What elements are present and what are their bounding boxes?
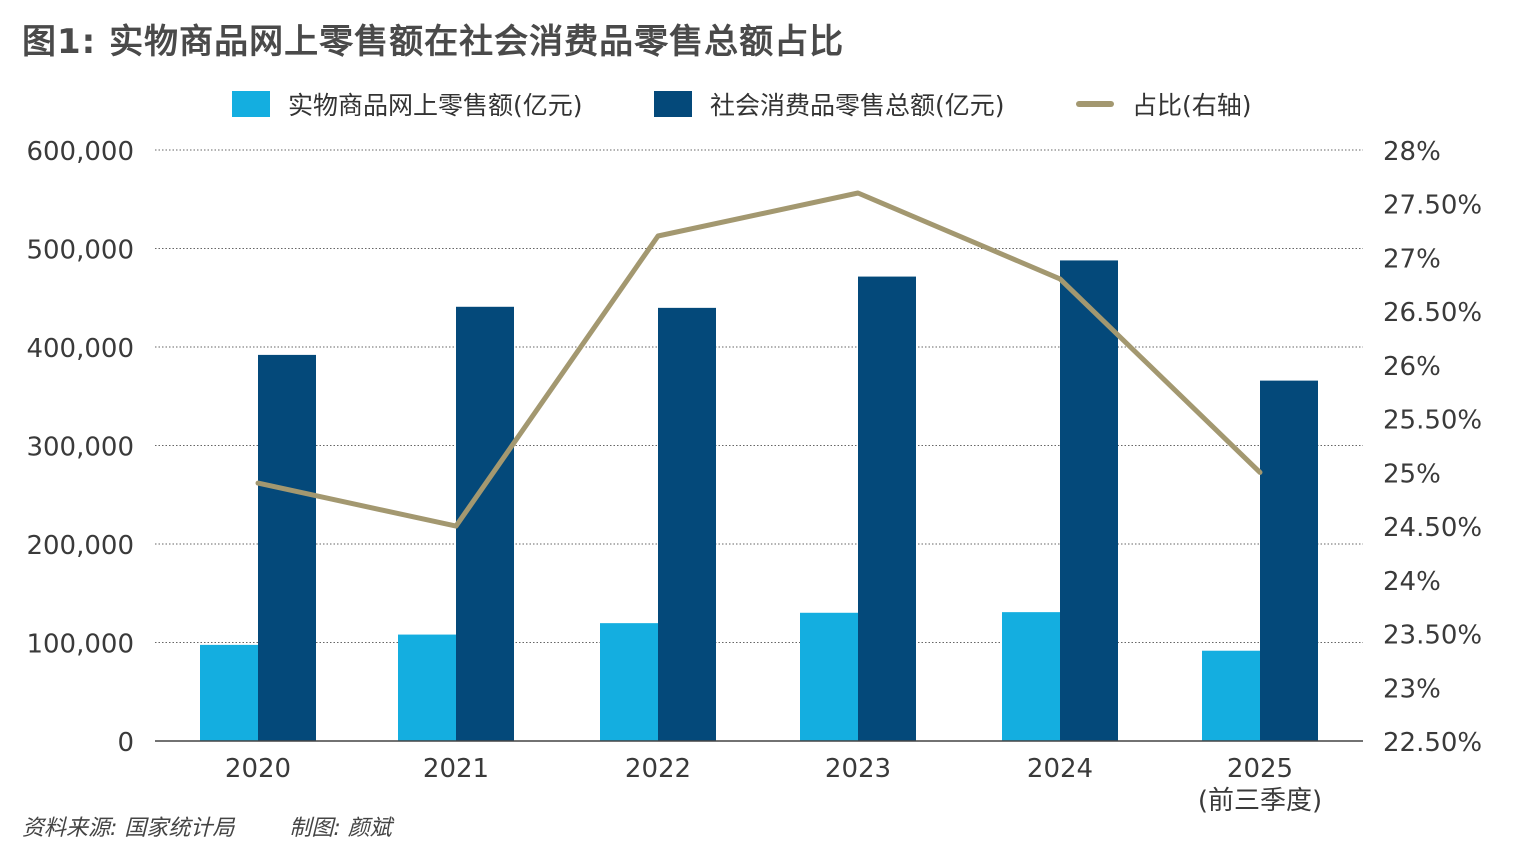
source-note: 资料来源: 国家统计局 — [22, 816, 235, 841]
legend-label-ratio: 占比(右轴) — [1132, 91, 1252, 120]
right-axis-tick-label: 26.50% — [1383, 298, 1482, 328]
legend-item-online: 实物商品网上零售额(亿元) — [232, 84, 583, 124]
left-axis-tick-label: 0 — [117, 728, 134, 758]
left-axis-tick-label: 500,000 — [26, 236, 134, 266]
bar-total — [1060, 260, 1118, 741]
right-axis-tick-label: 24.50% — [1383, 513, 1482, 543]
legend-item-total: 社会消费品零售总额(亿元) — [654, 84, 1005, 124]
right-axis-tick-label: 25% — [1383, 459, 1441, 489]
x-axis-tick-label: 2024 — [1027, 754, 1093, 784]
x-axis-tick-label: (前三季度) — [1198, 786, 1322, 816]
right-axis-tick-label: 22.50% — [1383, 728, 1482, 758]
right-axis-tick-label: 24% — [1383, 567, 1441, 597]
bar-online — [1002, 612, 1060, 741]
chart-legend: 实物商品网上零售额(亿元) 社会消费品零售总额(亿元) 占比(右轴) — [0, 84, 1513, 124]
left-axis-tick-label: 100,000 — [26, 630, 134, 660]
right-axis-tick-label: 23% — [1383, 674, 1441, 704]
right-axis-tick-label: 26% — [1383, 352, 1441, 382]
bar-online — [800, 612, 858, 741]
ratio-line — [255, 190, 1263, 529]
legend-swatch-total — [654, 91, 692, 117]
bar-total — [1260, 380, 1318, 741]
right-axis-tick-label: 23.50% — [1383, 621, 1482, 651]
x-axis-tick-label: 2025 — [1227, 754, 1293, 784]
left-axis-tick-label: 400,000 — [26, 334, 134, 364]
legend-line-ratio — [1076, 101, 1114, 107]
bar-online — [600, 623, 658, 741]
bar-online — [1202, 650, 1260, 741]
legend-label-online: 实物商品网上零售额(亿元) — [288, 91, 583, 120]
legend-label-total: 社会消费品零售总额(亿元) — [710, 91, 1005, 120]
chart-title: 图1: 实物商品网上零售额在社会消费品零售总额占比 — [22, 22, 845, 62]
x-axis-tick-label: 2020 — [225, 754, 291, 784]
bar-total — [658, 307, 716, 741]
bar-total — [456, 306, 514, 741]
bar-online — [398, 634, 456, 741]
right-axis-tick-label: 25.50% — [1383, 406, 1482, 436]
x-axis-tick-label: 2021 — [423, 754, 489, 784]
left-axis-tick-label: 600,000 — [26, 137, 134, 167]
legend-item-ratio: 占比(右轴) — [1076, 84, 1252, 124]
left-axis-tick-label: 200,000 — [26, 531, 134, 561]
x-axis-tick-label: 2023 — [825, 754, 891, 784]
legend-swatch-online — [232, 91, 270, 117]
chart-footer: 资料来源: 国家统计局 制图: 颜斌 — [22, 810, 440, 842]
right-axis-tick-label: 27% — [1383, 244, 1441, 274]
right-axis-tick-label: 27.50% — [1383, 191, 1482, 221]
bar-total — [258, 354, 316, 741]
left-axis-tick-label: 300,000 — [26, 433, 134, 463]
author-note: 制图: 颜斌 — [289, 816, 392, 841]
bar-total — [858, 276, 916, 741]
x-axis-tick-label: 2022 — [625, 754, 691, 784]
bar-online — [200, 644, 258, 741]
right-axis-tick-label: 28% — [1383, 137, 1441, 167]
